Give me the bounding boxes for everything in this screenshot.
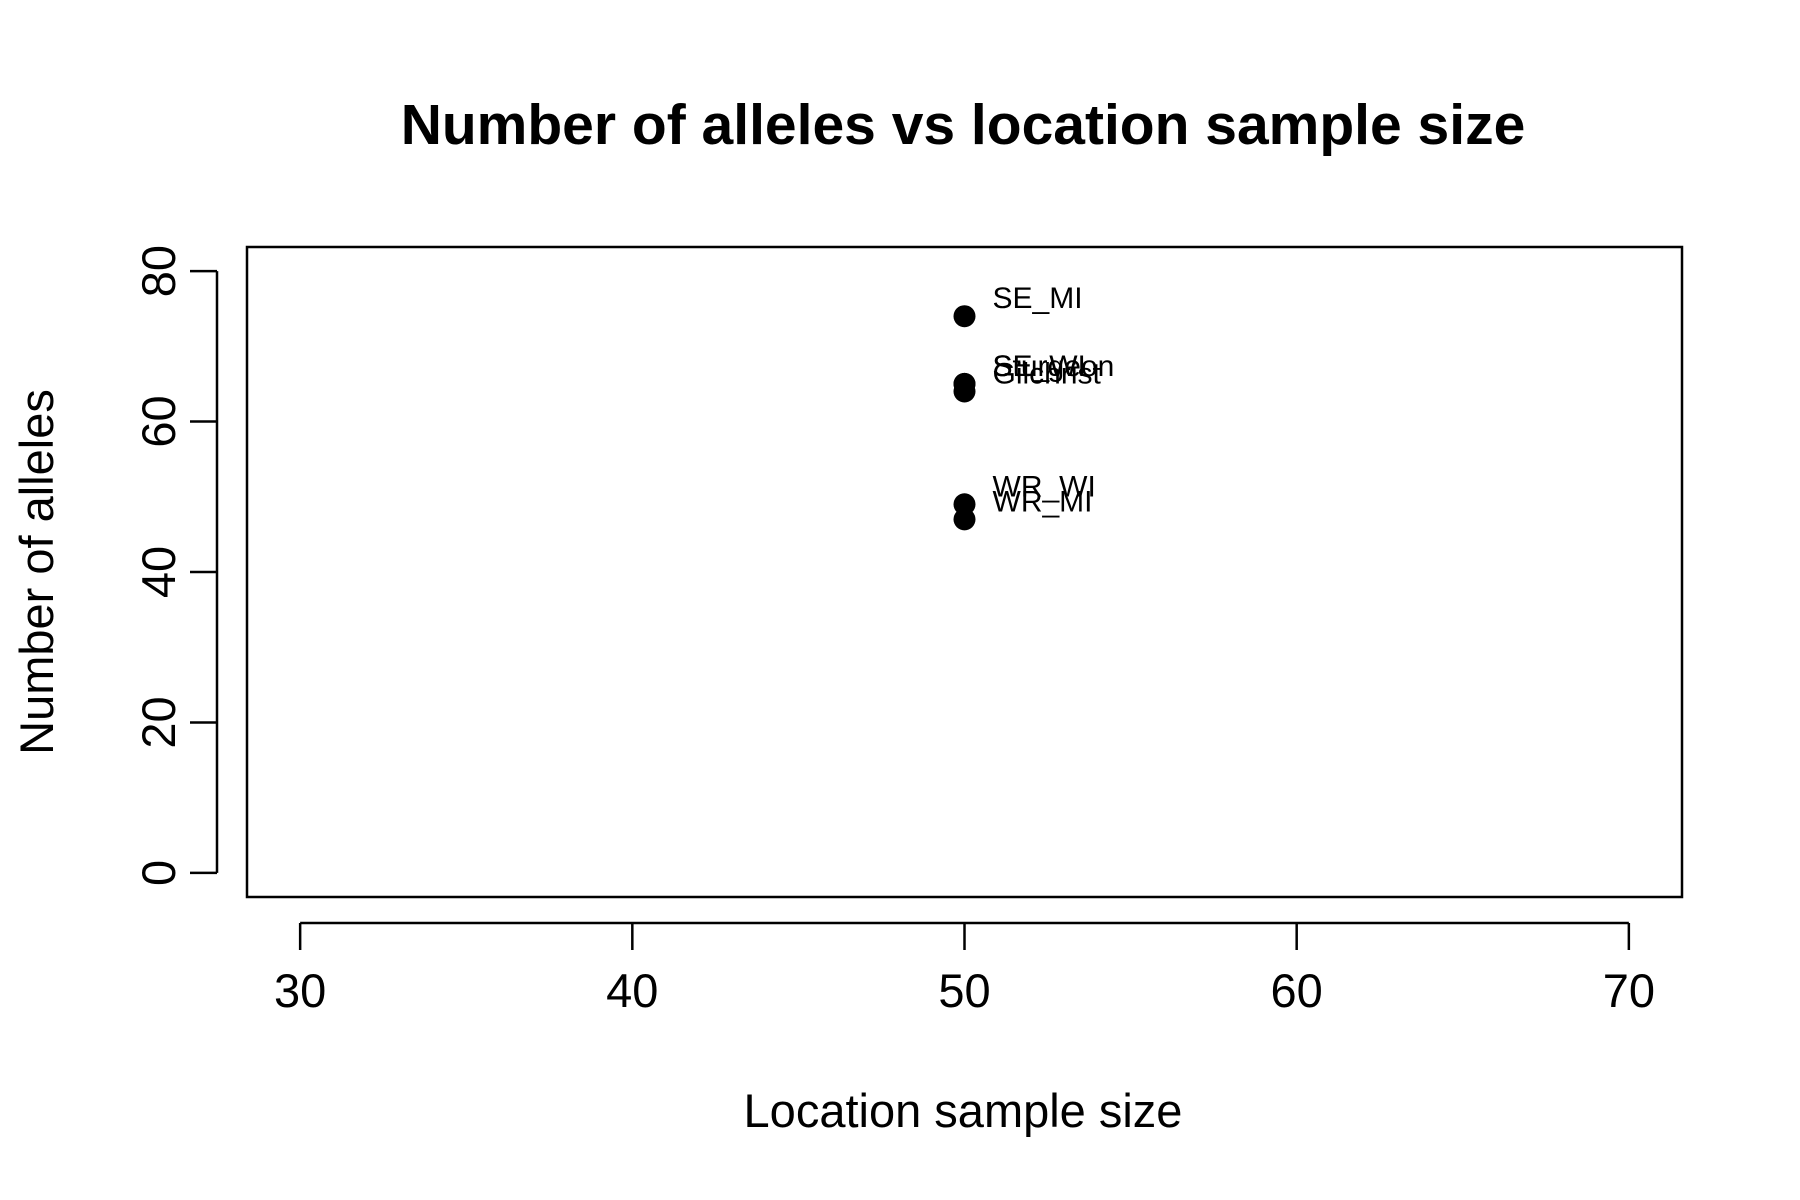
y-tick-label: 20: [132, 696, 185, 748]
x-tick-label: 40: [606, 964, 658, 1017]
x-tick-label: 50: [938, 964, 990, 1017]
y-tick-label: 40: [132, 546, 185, 598]
x-tick-label: 30: [274, 964, 326, 1017]
data-point-label: WR_MI: [993, 485, 1093, 518]
x-axis-label: Location sample size: [744, 1084, 1183, 1137]
data-point: [953, 305, 976, 328]
data-point: [953, 508, 976, 531]
data-point-label: SE_MI: [993, 282, 1083, 315]
data-point-label: Gilchrist: [993, 357, 1102, 390]
data-point-label: Sturgeon: [993, 350, 1115, 383]
data-point: [953, 493, 976, 516]
x-tick-label: 60: [1271, 964, 1323, 1017]
data-points: [953, 305, 976, 531]
y-tick-label: 80: [132, 245, 185, 297]
x-axis: 30 40 50 60 70: [274, 921, 1655, 1017]
data-point-label: SE_WI: [993, 350, 1086, 383]
y-axis: 0 20 40 60 80: [132, 245, 219, 886]
plot-box: [245, 245, 1684, 899]
data-point-label: WR_WI: [993, 470, 1096, 503]
data-point: [953, 380, 976, 403]
chart-title: Number of alleles vs location sample siz…: [401, 93, 1526, 157]
y-axis-label: Number of alleles: [10, 389, 63, 755]
y-tick-label: 60: [132, 395, 185, 447]
y-tick-label: 0: [132, 860, 185, 886]
x-tick-label: 70: [1603, 964, 1655, 1017]
